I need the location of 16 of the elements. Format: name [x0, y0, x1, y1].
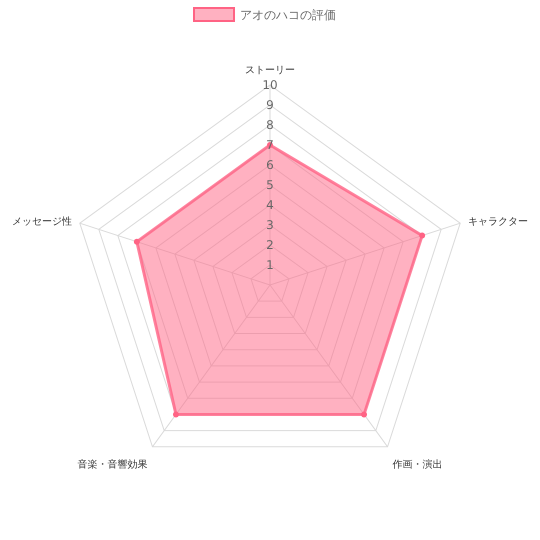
y-tick-label: 2 [266, 238, 274, 252]
legend-label: アオのハコの評価 [240, 8, 336, 22]
spoke-label: 音楽・音響効果 [78, 458, 148, 470]
y-tick-label: 10 [262, 78, 278, 92]
spoke-label: キャラクター [468, 216, 528, 228]
y-tick-label: 7 [266, 138, 274, 152]
y-tick-label: 5 [266, 178, 274, 192]
spoke-label: ストーリー [245, 65, 295, 76]
spoke-label: 作画・演出 [391, 458, 442, 470]
y-tick-label: 3 [266, 218, 274, 232]
y-tick-label: 1 [266, 258, 274, 272]
y-tick-label: 6 [266, 158, 274, 172]
y-tick-label: 4 [266, 198, 274, 212]
spoke-label: メッセージ性 [12, 216, 72, 228]
y-tick-label: 9 [266, 98, 274, 112]
y-tick-label: 8 [266, 118, 274, 132]
